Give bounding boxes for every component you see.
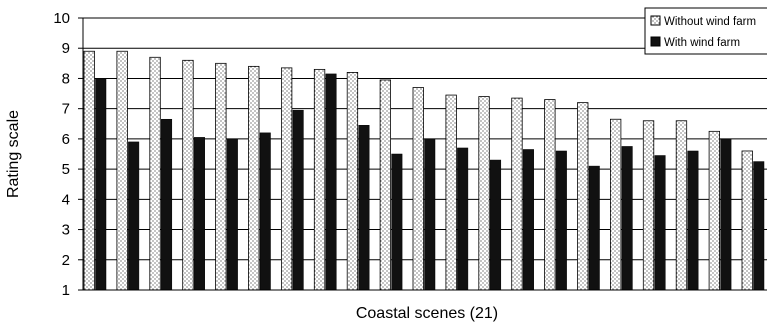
bar-without-wind-farm — [675, 120, 688, 291]
bar-with-wind-farm — [522, 149, 534, 291]
bar-with-wind-farm — [490, 159, 502, 291]
y-tick-label: 2 — [62, 252, 70, 269]
bar-without-wind-farm — [642, 120, 655, 291]
legend-swatch-without-wind-farm — [650, 15, 661, 26]
bar-without-wind-farm — [544, 99, 556, 291]
x-axis-title: Coastal scenes (21) — [356, 305, 498, 322]
bar-with-wind-farm — [424, 138, 436, 291]
bar-with-wind-farm — [654, 155, 666, 291]
bar-without-wind-farm — [511, 97, 523, 291]
y-tick-label: 8 — [62, 70, 70, 87]
bar-with-wind-farm — [325, 73, 337, 291]
bar-with-wind-farm — [753, 161, 765, 291]
bar-without-wind-farm — [116, 50, 128, 291]
bar-without-wind-farm — [741, 150, 753, 291]
y-tick-label: 9 — [62, 40, 70, 57]
bar-without-wind-farm — [313, 68, 326, 291]
bar-without-wind-farm — [577, 102, 589, 291]
bar-with-wind-farm — [391, 153, 403, 291]
bar-without-wind-farm — [346, 72, 359, 291]
y-axis-ticks: 1 2 3 4 5 6 7 8 9 10 — [53, 10, 83, 299]
legend: Without wind farm With wind farm — [644, 7, 767, 55]
bar-without-wind-farm — [412, 87, 424, 291]
bar-with-wind-farm — [95, 78, 107, 291]
bar-with-wind-farm — [720, 138, 732, 291]
legend-label-with-wind-farm: With wind farm — [664, 37, 740, 49]
y-tick-label: 3 — [62, 222, 70, 239]
bar-with-wind-farm — [358, 125, 370, 291]
bar-with-wind-farm — [161, 118, 173, 291]
bar-with-wind-farm — [621, 146, 633, 291]
y-tick-label: 1 — [62, 282, 70, 299]
bar-without-wind-farm — [248, 65, 260, 291]
y-tick-label: 6 — [62, 131, 70, 148]
bar-with-wind-farm — [555, 150, 567, 291]
bar-without-wind-farm — [280, 67, 293, 291]
bar-with-wind-farm — [193, 137, 205, 291]
bar-with-wind-farm — [457, 147, 469, 291]
bar-with-wind-farm — [292, 109, 304, 291]
bar-with-wind-farm — [128, 141, 140, 291]
legend-box — [644, 7, 767, 55]
bar-without-wind-farm — [149, 56, 161, 291]
bars — [83, 50, 765, 291]
legend-label-without-wind-farm: Without wind farm — [664, 16, 756, 28]
y-tick-label: 5 — [62, 161, 70, 178]
y-tick-label: 10 — [53, 10, 70, 27]
bar-without-wind-farm — [379, 79, 392, 291]
bar-with-wind-farm — [226, 138, 238, 291]
y-tick-label: 4 — [62, 191, 70, 208]
bar-without-wind-farm — [83, 50, 95, 291]
bar-with-wind-farm — [687, 150, 699, 291]
bar-without-wind-farm — [445, 94, 457, 291]
legend-swatch-with-wind-farm — [650, 36, 661, 47]
bar-without-wind-farm — [610, 118, 622, 291]
bar-with-wind-farm — [259, 132, 271, 291]
y-tick-label: 7 — [62, 101, 70, 118]
bar-with-wind-farm — [588, 165, 600, 291]
bar-without-wind-farm — [478, 96, 490, 291]
bar-without-wind-farm — [215, 62, 227, 291]
y-axis-title: Rating scale — [5, 110, 22, 198]
bar-without-wind-farm — [182, 59, 194, 291]
bar-without-wind-farm — [708, 130, 720, 291]
